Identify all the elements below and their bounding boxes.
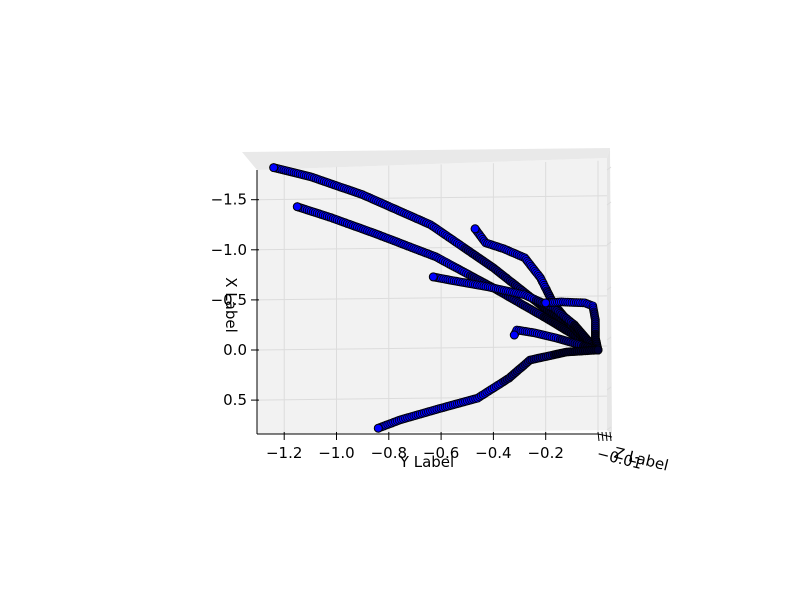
- x-axis-label: X Label: [222, 277, 240, 333]
- grid-line-x: [256, 395, 608, 401]
- series-start-point: [509, 330, 519, 340]
- y-tick-label: −0.8: [371, 444, 407, 462]
- grid-line-z: [606, 336, 612, 341]
- series-start-point: [428, 272, 438, 282]
- y-tick-label: −0.2: [527, 444, 563, 462]
- z-tick-mark: [605, 431, 608, 442]
- grid-line-z: [606, 286, 612, 291]
- y-tick-label: −0.4: [475, 444, 511, 462]
- data-series: [269, 163, 603, 433]
- x-tick-label: −0.5: [211, 291, 247, 309]
- grid-line-z: [606, 386, 612, 391]
- grid-line-x: [256, 195, 608, 201]
- y-tick-label: −1.0: [318, 444, 354, 462]
- series-7: [373, 345, 603, 433]
- z-tick-mark: [597, 431, 600, 442]
- x-tick-label: 0.0: [223, 341, 247, 359]
- z-tick-mark: [601, 431, 604, 442]
- grid-line-x: [256, 345, 608, 351]
- series-start-point: [541, 298, 551, 308]
- x-tick-label: 0.5: [223, 391, 247, 409]
- x-tick-label: −1.5: [211, 191, 247, 209]
- series-start-point: [269, 163, 279, 173]
- z-tick-mark: [609, 431, 612, 442]
- grid-line-z: [606, 201, 612, 206]
- y-tick-label: −1.2: [266, 444, 302, 462]
- grid-line-x: [256, 245, 608, 251]
- top-pane: [242, 148, 610, 170]
- y-tick-label: −0.6: [423, 444, 459, 462]
- grid-line-z: [606, 426, 612, 431]
- series-start-point: [373, 423, 383, 433]
- series-start-point: [292, 202, 302, 212]
- y-axis-label: Y Label: [399, 453, 454, 471]
- grid-line-z: [606, 166, 612, 171]
- x-tick-label: −1.0: [211, 241, 247, 259]
- right-pane: [607, 148, 612, 434]
- z-axis-line: [597, 433, 613, 438]
- data-point: [593, 345, 603, 355]
- series-5: [541, 297, 603, 355]
- grid-line-z: [606, 241, 612, 246]
- axis-ticks: −1.5 −1.0 −0.5 0.0 0.5 −1.2 −1.0 −0.8 −0.6 −0.4 −0…: [211, 191, 612, 462]
- series-6: [509, 325, 603, 355]
- series-start-point: [470, 224, 480, 234]
